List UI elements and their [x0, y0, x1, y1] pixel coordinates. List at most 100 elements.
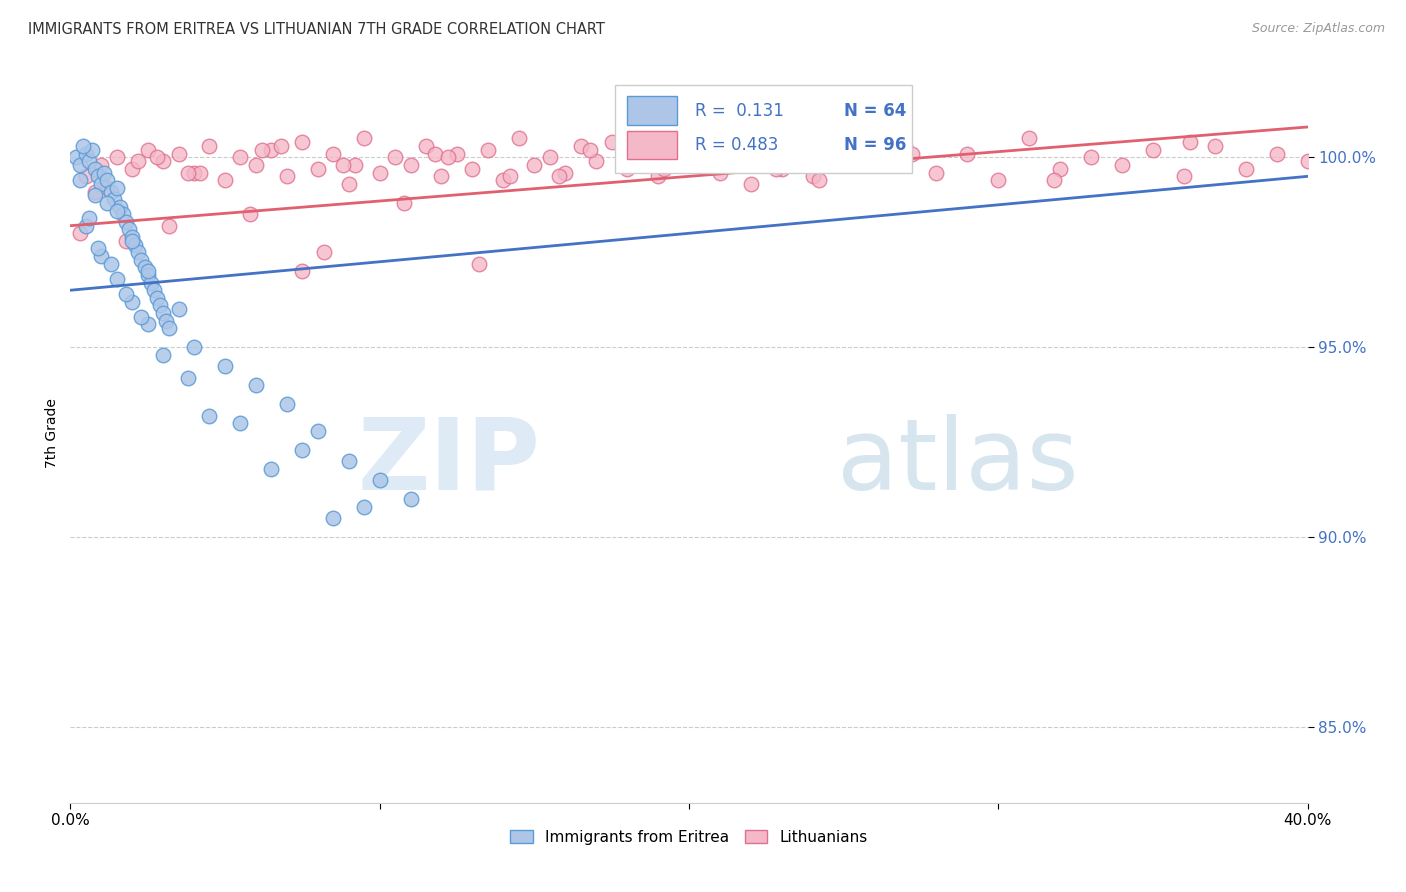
Point [399, 158, 422, 172]
Point [956, 146, 979, 161]
Point [167, 146, 190, 161]
Point [229, 416, 252, 430]
Point [239, 207, 262, 221]
Point [149, 298, 172, 312]
Point [900, 146, 922, 161]
Point [260, 461, 283, 475]
Point [115, 287, 138, 301]
Point [889, 139, 911, 153]
Point [436, 150, 458, 164]
Point [508, 131, 530, 145]
Point [492, 173, 515, 187]
Point [93, 165, 115, 179]
Point [343, 158, 366, 172]
Point [87, 169, 110, 184]
Point [139, 276, 162, 290]
Text: R = 0.483: R = 0.483 [695, 136, 779, 154]
Point [415, 139, 437, 153]
Point [832, 150, 855, 164]
Point [724, 150, 747, 164]
Point [312, 245, 335, 260]
Point [177, 370, 200, 384]
Point [100, 257, 122, 271]
Point [353, 131, 375, 145]
Point [90, 177, 112, 191]
Point [229, 150, 252, 164]
Point [121, 294, 143, 309]
Point [84, 185, 107, 199]
Point [183, 340, 205, 354]
Point [579, 143, 602, 157]
Point [75, 146, 97, 161]
Point [270, 139, 292, 153]
Point [322, 511, 344, 525]
Point [75, 169, 97, 184]
Point [498, 169, 520, 184]
Point [734, 150, 756, 164]
Point [105, 180, 128, 194]
Text: atlas: atlas [838, 414, 1078, 511]
Point [127, 154, 149, 169]
Point [399, 491, 422, 506]
Point [146, 291, 169, 305]
Point [291, 135, 314, 149]
Point [155, 313, 177, 327]
Text: N = 96: N = 96 [844, 136, 905, 154]
Text: N = 64: N = 64 [844, 102, 905, 120]
Point [307, 161, 329, 176]
Point [84, 161, 107, 176]
Point [600, 135, 623, 149]
Point [446, 146, 468, 161]
Point [96, 173, 118, 187]
Point [214, 359, 236, 374]
Point [322, 146, 344, 161]
Point [765, 161, 787, 176]
Point [136, 264, 159, 278]
Point [142, 283, 165, 297]
Point [384, 150, 406, 164]
Point [801, 169, 824, 184]
Point [786, 143, 808, 157]
FancyBboxPatch shape [627, 96, 676, 125]
Point [118, 222, 141, 236]
Point [523, 158, 546, 172]
Point [425, 146, 447, 161]
Point [548, 169, 571, 184]
Point [72, 139, 94, 153]
Point [115, 215, 138, 229]
Point [108, 200, 131, 214]
Point [770, 161, 793, 176]
Point [121, 234, 143, 248]
Point [65, 150, 87, 164]
Point [807, 173, 830, 187]
Point [477, 143, 499, 157]
Point [77, 154, 100, 169]
Point [332, 158, 354, 172]
Point [616, 161, 638, 176]
Point [368, 473, 391, 487]
Point [1018, 131, 1040, 145]
Point [80, 143, 103, 157]
Point [569, 139, 592, 153]
Point [461, 161, 484, 176]
Point [740, 177, 762, 191]
Point [69, 173, 91, 187]
FancyBboxPatch shape [627, 131, 676, 160]
Point [69, 227, 91, 241]
Point [1178, 135, 1201, 149]
Point [1234, 161, 1257, 176]
Point [77, 211, 100, 226]
Point [103, 192, 125, 206]
Point [136, 143, 159, 157]
Point [157, 321, 180, 335]
Point [121, 230, 143, 244]
Point [146, 150, 169, 164]
Point [631, 146, 654, 161]
Point [652, 161, 675, 176]
Point [662, 143, 685, 157]
Point [307, 424, 329, 438]
Point [1111, 158, 1133, 172]
FancyBboxPatch shape [614, 85, 911, 173]
Point [554, 165, 576, 179]
Point [894, 139, 917, 153]
